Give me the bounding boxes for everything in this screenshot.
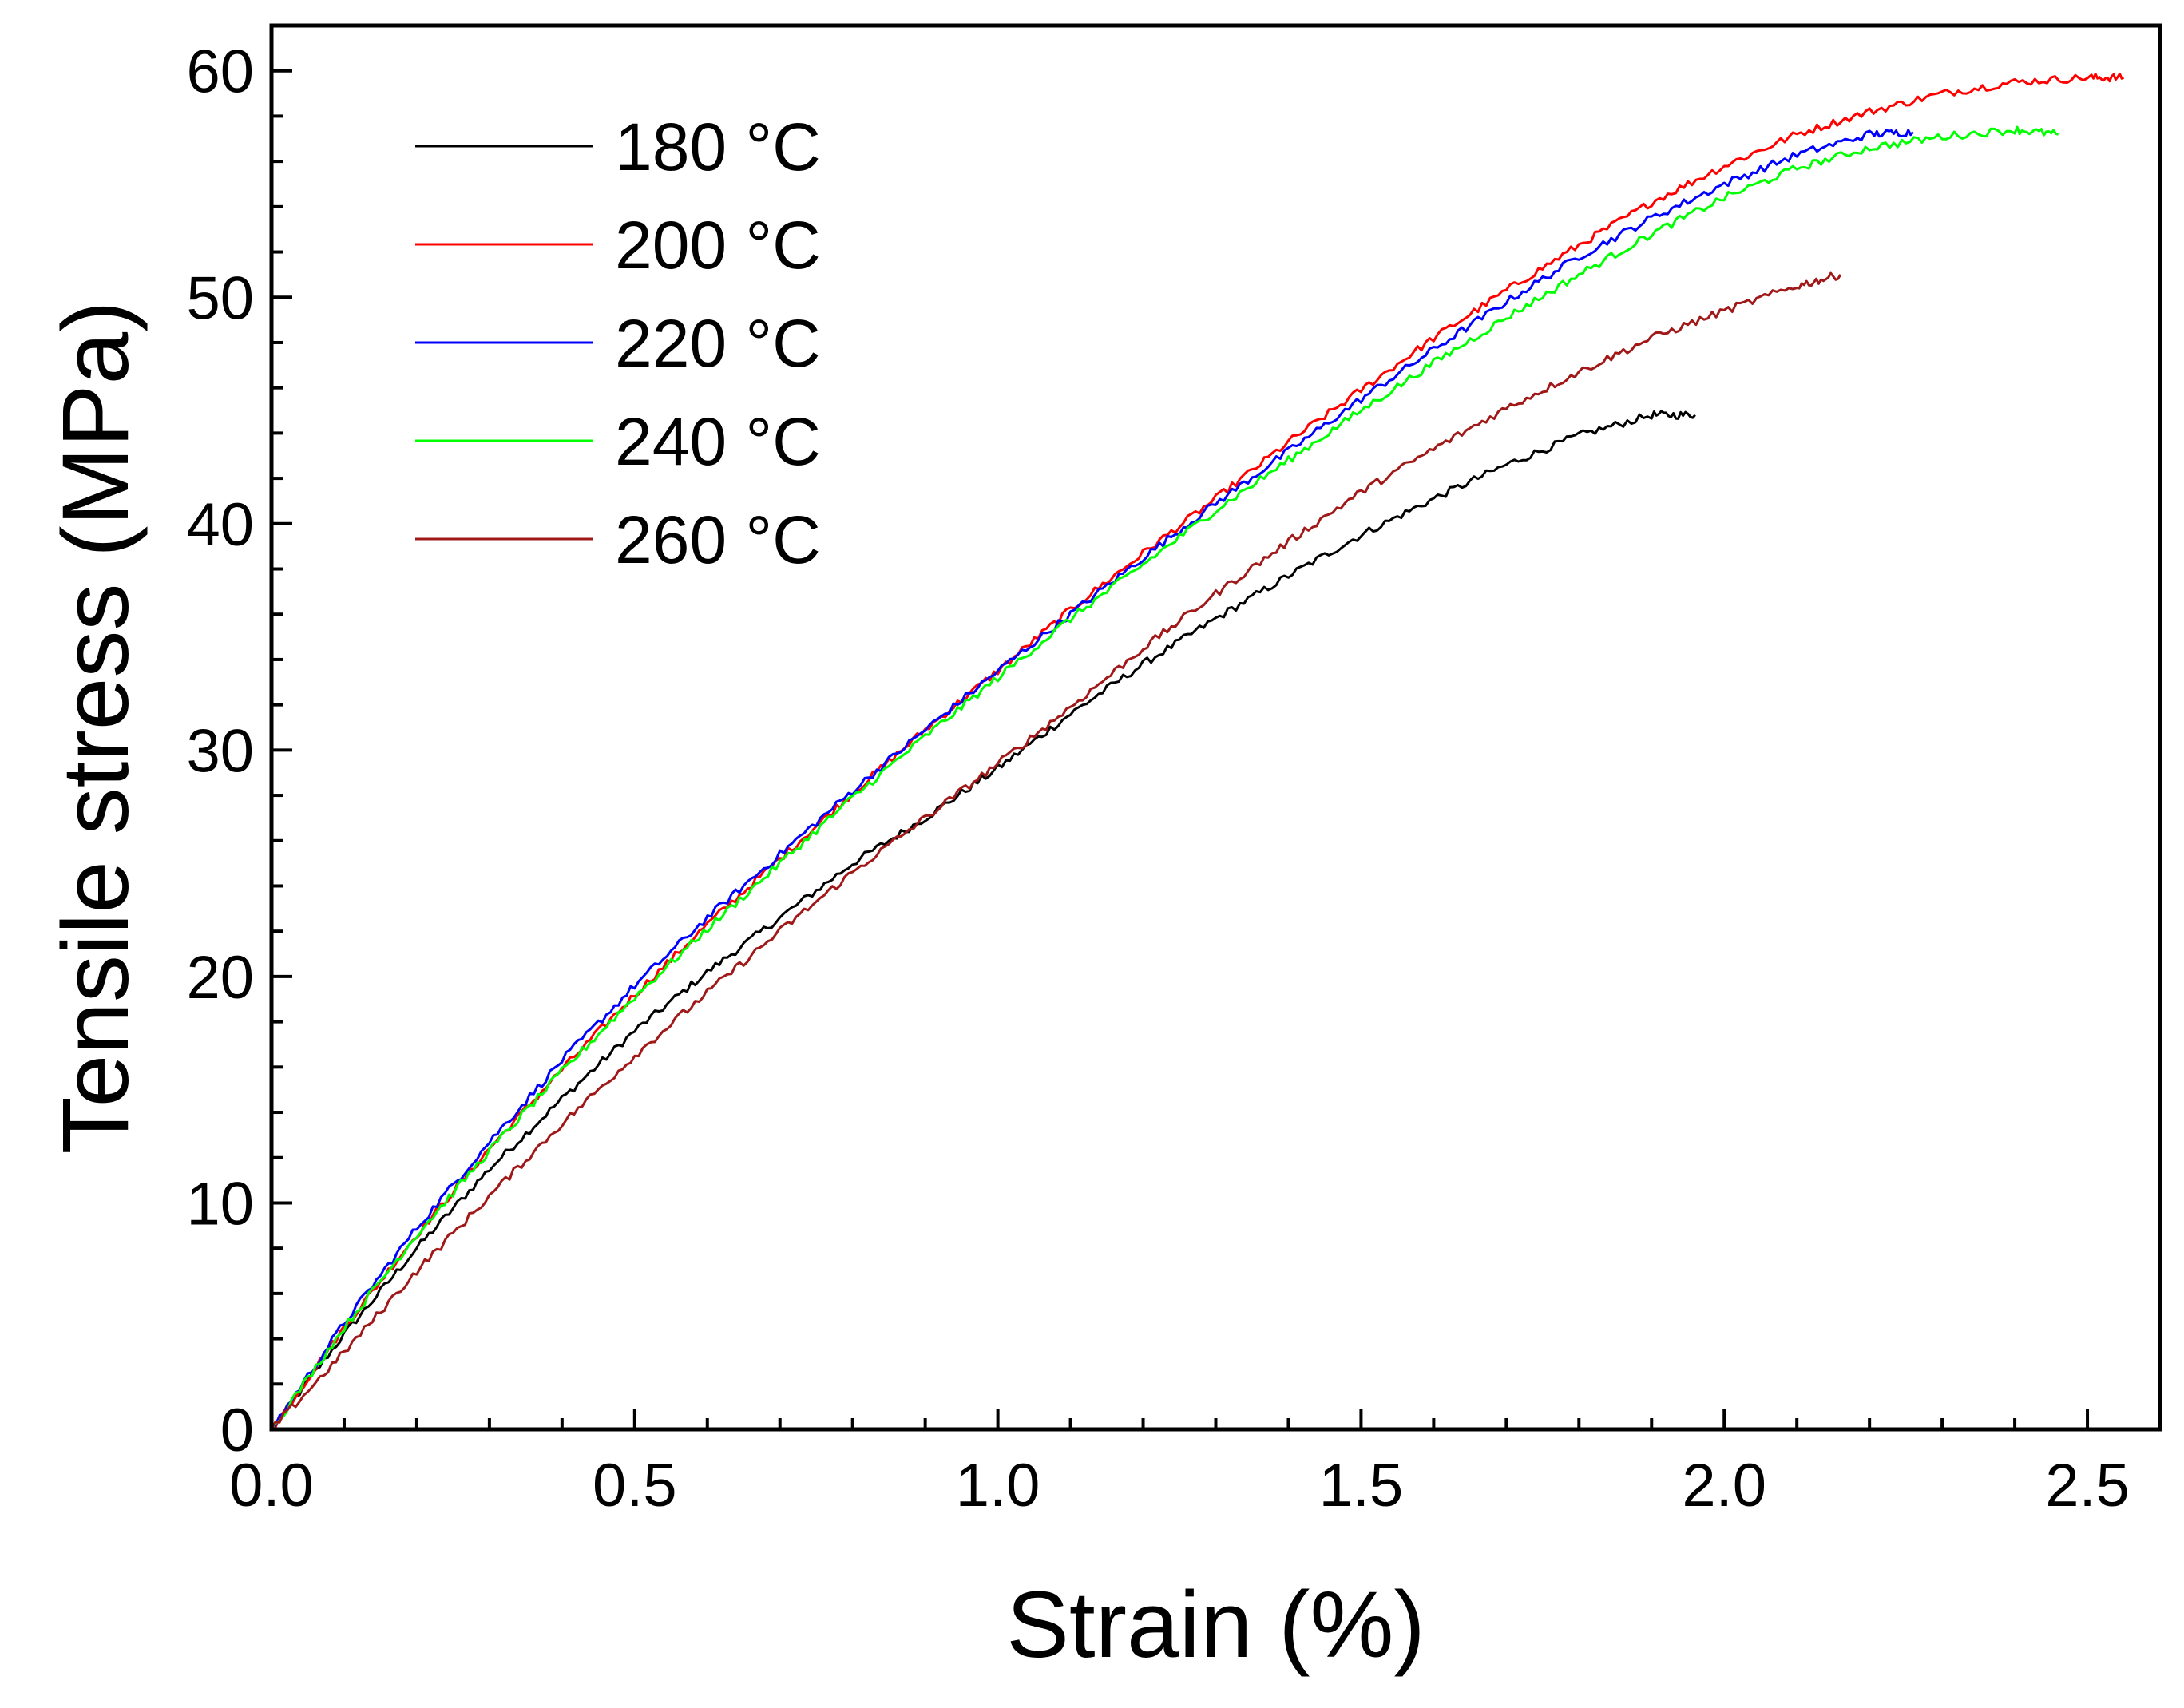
legend-label: 260 °C xyxy=(615,502,821,577)
x-tick-label: 2.5 xyxy=(2045,1452,2130,1520)
legend-label: 200 °C xyxy=(615,208,821,283)
y-axis-ticks: 0 10 20 30 40 50 60 xyxy=(186,24,292,1464)
y-tick-label: 60 xyxy=(186,38,254,106)
data-curves xyxy=(270,73,2125,1431)
y-tick-label: 10 xyxy=(186,1170,254,1238)
series-line-220c xyxy=(270,129,1914,1431)
y-tick-label: 30 xyxy=(186,717,254,785)
plot-area-frame xyxy=(269,23,2162,1432)
legend-label: 180 °C xyxy=(615,109,821,184)
x-tick-label: 1.5 xyxy=(1319,1452,1404,1520)
series-line-240c xyxy=(270,125,2059,1430)
y-tick-label: 0 xyxy=(220,1397,254,1464)
x-tick-label: 0.5 xyxy=(593,1452,677,1520)
x-axis-ticks: 0.0 0.5 1.0 1.5 2.0 2.5 xyxy=(229,1409,2162,1520)
x-tick-label: 1.0 xyxy=(956,1452,1040,1520)
y-axis-title: Tensile stress (MPa) xyxy=(43,301,149,1155)
legend-label: 240 °C xyxy=(615,404,821,479)
legend: 180 °C 200 °C 220 °C 240 °C 260 °C xyxy=(415,109,821,577)
x-tick-label: 0.0 xyxy=(229,1452,314,1520)
y-tick-label: 40 xyxy=(186,491,254,559)
series-line-180c xyxy=(270,410,1696,1430)
x-axis-title: Strain (%) xyxy=(1006,1572,1425,1678)
y-tick-label: 20 xyxy=(186,944,254,1012)
x-tick-label: 2.0 xyxy=(1682,1452,1766,1520)
series-line-260c xyxy=(270,271,1842,1430)
legend-label: 220 °C xyxy=(615,306,821,381)
series-line-200c xyxy=(271,73,2125,1431)
y-tick-label: 50 xyxy=(186,264,254,332)
